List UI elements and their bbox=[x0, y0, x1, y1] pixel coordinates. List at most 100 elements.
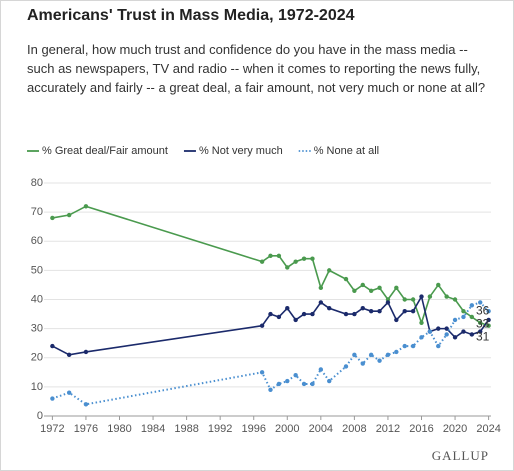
data-point bbox=[478, 329, 483, 334]
data-point bbox=[285, 265, 290, 270]
y-tick-label: 10 bbox=[31, 381, 43, 393]
x-tick-label: 1976 bbox=[74, 423, 98, 435]
data-point bbox=[50, 396, 55, 401]
data-point bbox=[444, 294, 449, 299]
data-point bbox=[259, 370, 265, 375]
y-tick-label: 20 bbox=[31, 352, 43, 364]
data-point bbox=[461, 314, 466, 320]
data-point bbox=[327, 268, 332, 273]
data-point bbox=[276, 381, 282, 387]
x-tick-label: 1992 bbox=[208, 423, 232, 435]
legend-label: % None at all bbox=[314, 145, 379, 157]
data-point bbox=[352, 352, 357, 358]
data-point bbox=[394, 285, 399, 291]
data-point bbox=[419, 294, 424, 299]
y-tick-label: 80 bbox=[31, 177, 43, 189]
x-tick-label: 2004 bbox=[309, 423, 333, 435]
data-point bbox=[259, 323, 265, 328]
data-point bbox=[310, 381, 315, 387]
data-point bbox=[66, 390, 72, 395]
data-point bbox=[385, 300, 391, 305]
data-point bbox=[293, 317, 298, 323]
data-point bbox=[368, 288, 374, 293]
data-point bbox=[436, 343, 441, 349]
data-point bbox=[293, 373, 298, 378]
data-point bbox=[452, 335, 458, 340]
end-label: 36 bbox=[476, 303, 490, 317]
data-point bbox=[427, 329, 433, 334]
data-point bbox=[452, 317, 458, 323]
x-tick-label: 2024 bbox=[476, 423, 500, 435]
data-point bbox=[419, 335, 424, 340]
data-point bbox=[419, 320, 424, 325]
data-point bbox=[402, 343, 407, 349]
y-tick-label: 70 bbox=[31, 206, 43, 218]
x-tick-label: 1996 bbox=[241, 423, 265, 435]
data-point bbox=[50, 215, 55, 221]
x-tick-label: 2000 bbox=[275, 423, 299, 435]
source-label: GALLUP bbox=[432, 448, 489, 463]
data-point bbox=[318, 285, 324, 291]
y-tick-label: 0 bbox=[37, 410, 43, 422]
data-point bbox=[343, 364, 349, 369]
data-point bbox=[469, 332, 475, 337]
data-point bbox=[410, 297, 416, 302]
data-point bbox=[293, 259, 298, 264]
data-point bbox=[478, 300, 483, 305]
data-point bbox=[318, 300, 324, 305]
data-point bbox=[444, 326, 449, 331]
data-point bbox=[436, 326, 441, 331]
data-point bbox=[352, 288, 357, 293]
data-point bbox=[268, 311, 273, 317]
series-line bbox=[52, 205, 489, 327]
data-point bbox=[368, 352, 374, 358]
data-point bbox=[444, 332, 449, 337]
y-tick-label: 50 bbox=[31, 264, 43, 276]
data-point bbox=[410, 308, 416, 314]
data-point bbox=[461, 329, 466, 334]
data-point bbox=[478, 320, 483, 325]
data-point bbox=[301, 381, 307, 387]
data-point bbox=[486, 323, 491, 328]
data-point bbox=[83, 402, 89, 407]
data-point bbox=[285, 306, 290, 311]
x-tick-label: 2020 bbox=[443, 423, 467, 435]
data-point bbox=[452, 297, 458, 302]
data-point bbox=[402, 297, 407, 302]
data-point bbox=[310, 256, 315, 261]
data-point bbox=[469, 314, 475, 320]
data-point bbox=[268, 387, 273, 392]
chart-subtitle: In general, how much trust and confidenc… bbox=[27, 42, 486, 95]
data-point bbox=[352, 311, 357, 317]
data-point bbox=[461, 308, 466, 314]
x-tick-label: 2016 bbox=[409, 423, 433, 435]
data-point bbox=[385, 352, 391, 358]
data-point bbox=[486, 308, 491, 314]
data-point bbox=[469, 303, 475, 308]
data-point bbox=[427, 294, 433, 299]
data-point bbox=[276, 253, 282, 259]
data-point bbox=[50, 343, 55, 349]
y-tick-label: 60 bbox=[31, 235, 43, 247]
end-label: 33 bbox=[476, 316, 490, 330]
data-point bbox=[394, 317, 399, 323]
data-point bbox=[436, 282, 441, 288]
data-point bbox=[394, 349, 399, 355]
y-tick-label: 30 bbox=[31, 323, 43, 335]
data-point bbox=[327, 306, 332, 311]
data-point bbox=[343, 311, 349, 317]
data-point bbox=[268, 253, 273, 259]
data-point bbox=[66, 212, 72, 218]
data-point bbox=[486, 317, 491, 323]
data-point bbox=[360, 361, 365, 366]
data-point bbox=[66, 352, 72, 358]
x-tick-label: 1972 bbox=[40, 423, 64, 435]
series-line bbox=[52, 294, 490, 356]
data-point bbox=[377, 358, 382, 363]
end-label: 31 bbox=[476, 329, 490, 343]
chart-title: Americans' Trust in Mass Media, 1972-202… bbox=[27, 7, 355, 24]
data-point bbox=[360, 306, 365, 311]
data-point bbox=[301, 256, 307, 261]
